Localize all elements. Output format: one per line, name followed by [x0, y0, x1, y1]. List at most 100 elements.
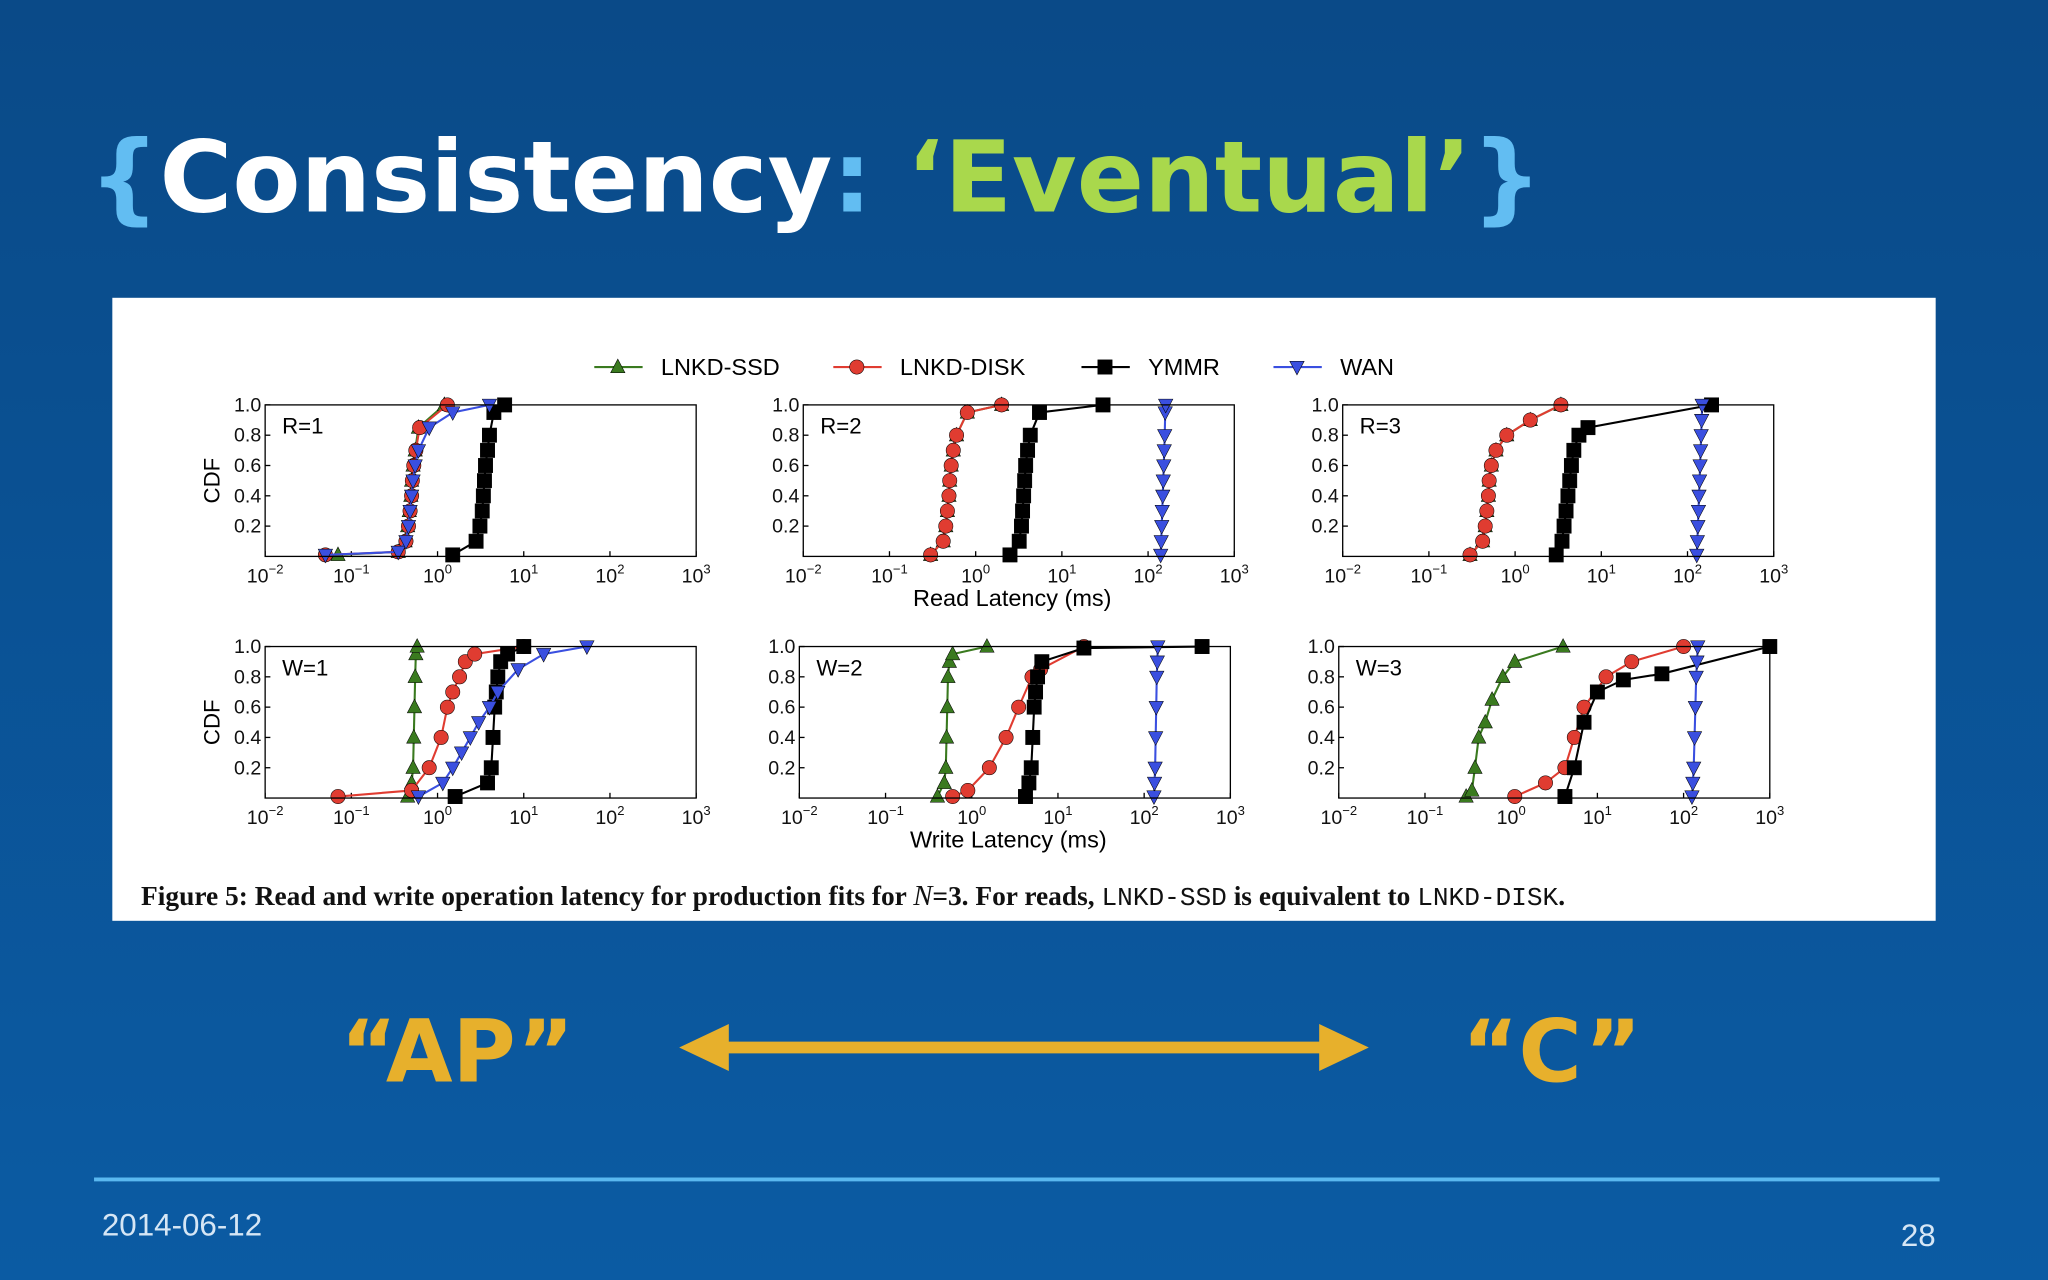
marker: [1149, 670, 1165, 686]
marker: [1020, 442, 1036, 458]
x-tick-base: 10: [1587, 566, 1609, 588]
marker: [981, 760, 997, 776]
marker: [1462, 547, 1478, 563]
legend-marker: [1097, 359, 1113, 375]
marker: [1555, 638, 1571, 653]
marker: [1155, 489, 1171, 505]
y-tick-label: 0.8: [768, 666, 795, 688]
y-tick-label: 1.0: [772, 394, 799, 416]
legend-entry: WAN: [1273, 354, 1394, 380]
y-tick-label: 0.6: [234, 455, 261, 477]
x-tick-label: 102: [1130, 803, 1159, 829]
marker: [939, 698, 955, 714]
marker: [1022, 427, 1038, 443]
x-tick-base: 10: [595, 807, 617, 829]
marker: [1690, 520, 1706, 535]
marker: [1566, 442, 1582, 458]
x-tick-exponent: 2: [617, 803, 624, 818]
x-tick-base: 10: [1673, 566, 1695, 588]
x-tick-base: 10: [333, 807, 355, 829]
x-tick-base: 10: [1324, 566, 1346, 588]
x-tick-exponent: 1: [1609, 561, 1616, 576]
marker: [1560, 488, 1576, 504]
x-tick-base: 10: [1216, 807, 1238, 829]
marker: [1589, 684, 1605, 700]
x-tick-base: 10: [1497, 807, 1519, 829]
x-tick-base: 10: [871, 566, 893, 588]
x-tick-base: 10: [1043, 807, 1065, 829]
marker: [1686, 731, 1703, 746]
marker: [1002, 547, 1018, 563]
x-tick-label: 103: [1220, 561, 1249, 587]
marker: [1076, 640, 1092, 656]
marker: [467, 646, 483, 662]
y-axis-label: CDF: [199, 458, 224, 504]
marker: [998, 729, 1014, 745]
y-tick-label: 0.2: [1308, 757, 1335, 779]
marker: [445, 761, 461, 777]
caption-math: N: [912, 880, 934, 912]
marker: [945, 645, 961, 661]
x-tick-exponent: 1: [531, 803, 538, 818]
x-tick-exponent: 0: [983, 561, 990, 576]
marker: [943, 458, 959, 473]
marker: [1155, 474, 1171, 490]
double-arrow: [679, 1024, 1369, 1072]
marker: [1028, 684, 1044, 700]
marker: [1464, 782, 1480, 797]
marker: [1522, 412, 1538, 428]
legend-label: YMMR: [1148, 354, 1220, 380]
marker: [959, 405, 975, 420]
x-tick-exponent: 2: [617, 561, 624, 576]
marker: [330, 789, 346, 804]
caption-text: =3. For reads,: [932, 881, 1101, 911]
marker: [403, 489, 420, 505]
x-tick-exponent: 3: [1777, 803, 1784, 818]
caption: Figure 5: Read and write operation laten…: [141, 880, 1565, 913]
x-tick-base: 10: [785, 566, 807, 588]
arrow-head: [679, 1024, 729, 1072]
marker: [477, 473, 492, 489]
x-tick-label: 101: [1047, 561, 1076, 587]
legend-entry: LNKD-DISK: [833, 354, 1026, 380]
marker: [536, 648, 552, 663]
panel-label: W=3: [1356, 655, 1402, 680]
y-tick-label: 0.4: [772, 485, 799, 507]
x-tick-base: 10: [1320, 807, 1342, 829]
caption-text: Figure 5: Read and write operation laten…: [141, 881, 913, 911]
x-tick-base: 10: [1130, 807, 1152, 829]
panel-label: W=1: [282, 655, 328, 680]
marker: [1689, 655, 1705, 671]
x-tick-exponent: 2: [1151, 803, 1158, 818]
x-tick-exponent: 0: [445, 803, 452, 818]
figure-box: [112, 297, 1936, 921]
y-tick-label: 0.2: [234, 757, 261, 779]
marker: [1686, 761, 1702, 777]
marker: [447, 789, 463, 804]
panel-label: R=1: [282, 414, 323, 439]
x-tick-exponent: −1: [355, 561, 370, 576]
y-tick-label: 0.8: [1312, 425, 1339, 447]
marker: [510, 663, 526, 678]
marker: [1475, 533, 1491, 549]
x-tick-label: 10−2: [785, 561, 822, 587]
x-tick-exponent: 3: [1781, 561, 1788, 576]
x-tick-base: 10: [1583, 807, 1605, 829]
x-tick-exponent: −2: [803, 803, 818, 818]
marker: [406, 698, 423, 714]
marker: [1693, 429, 1709, 444]
marker: [462, 731, 478, 746]
legend-label: LNKD-DISK: [900, 354, 1026, 380]
marker: [949, 427, 964, 443]
marker: [1558, 503, 1574, 519]
marker: [1148, 731, 1164, 746]
y-tick-label: 1.0: [234, 394, 261, 416]
figure: 10−2 10−1 100 101 102 1030.20.40.60.81.0R=1CD…: [199, 354, 1788, 853]
marker: [1691, 489, 1707, 505]
marker: [1598, 669, 1614, 685]
marker: [1685, 776, 1701, 792]
marker: [478, 458, 493, 473]
x-tick-label: 102: [595, 561, 624, 587]
x-tick-exponent: −2: [1346, 561, 1361, 576]
